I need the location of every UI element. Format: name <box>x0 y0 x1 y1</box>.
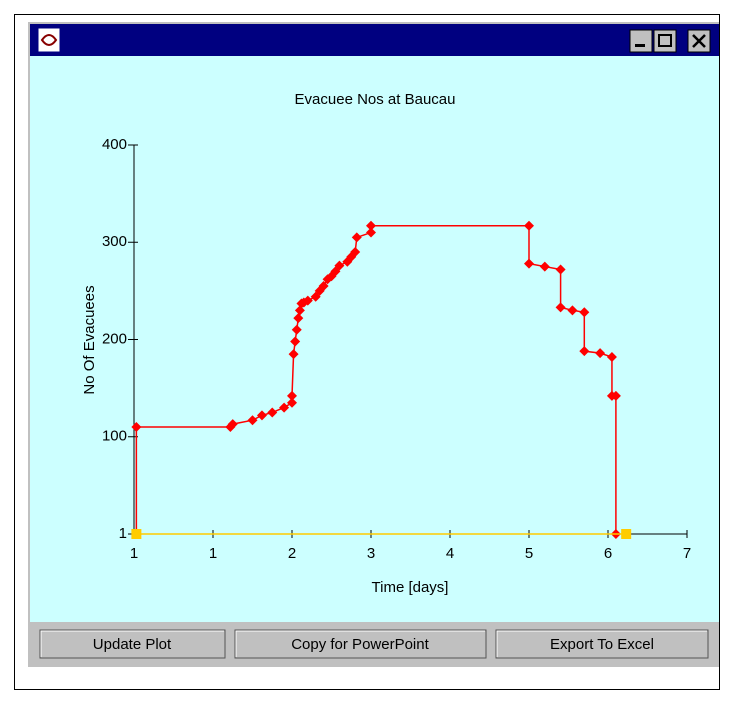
x-tick-label: 2 <box>288 545 296 562</box>
marker <box>287 397 297 408</box>
marker <box>579 346 590 357</box>
maximize-button[interactable] <box>653 29 677 53</box>
app-icon <box>37 27 61 53</box>
marker <box>579 307 590 318</box>
button-highlight <box>235 630 485 657</box>
marker <box>288 349 299 360</box>
marker <box>555 302 566 313</box>
marker <box>567 305 578 316</box>
minimize-icon <box>635 44 645 47</box>
button[interactable]: Export To Excel <box>495 629 709 659</box>
marker <box>524 258 534 269</box>
marker <box>256 410 267 421</box>
marker <box>350 246 361 257</box>
x-tick-label: 4 <box>446 545 454 562</box>
x-tick-label: 1 <box>130 545 138 562</box>
y-tick-label: 300 <box>102 233 127 250</box>
marker <box>351 232 362 243</box>
title-bar <box>30 24 719 56</box>
x-tick-label: 6 <box>604 545 612 562</box>
marker <box>131 529 142 539</box>
marker <box>131 422 142 433</box>
button-frame[interactable] <box>39 629 226 659</box>
marker <box>610 390 621 401</box>
window-controls[interactable] <box>629 29 711 53</box>
marker <box>606 352 617 363</box>
marker <box>524 220 534 231</box>
marker <box>539 261 550 272</box>
y-axis-label: No Of Evacuees <box>81 285 98 394</box>
y-tick-label: 200 <box>102 330 127 347</box>
marker <box>621 529 632 539</box>
marker <box>267 407 278 418</box>
marker <box>334 260 345 271</box>
x-tick-label: 5 <box>525 545 533 562</box>
button[interactable]: Copy for PowerPoint <box>234 629 487 659</box>
button-label[interactable]: Export To Excel <box>550 636 654 653</box>
y-tick-label: 400 <box>102 136 127 153</box>
close-icon <box>692 34 706 48</box>
plot-panel <box>30 56 719 622</box>
x-tick-label: 1 <box>209 545 217 562</box>
button-highlight <box>40 630 224 657</box>
button-frame[interactable] <box>234 629 487 659</box>
button-highlight <box>496 630 707 657</box>
marker <box>318 281 329 292</box>
button-frame[interactable] <box>495 629 709 659</box>
button[interactable]: Update Plot <box>39 629 226 659</box>
button-label[interactable]: Copy for PowerPoint <box>291 636 429 653</box>
marker <box>293 313 304 324</box>
marker <box>287 390 297 401</box>
chart-title: Evacuee Nos at Baucau <box>295 91 456 108</box>
marker <box>294 305 305 316</box>
x-axis-label: Time [days] <box>372 579 449 596</box>
marker <box>279 402 290 413</box>
x-tick-label: 7 <box>683 545 691 562</box>
marker <box>366 227 376 238</box>
y-tick-label: 100 <box>102 428 127 445</box>
marker <box>555 264 566 275</box>
marker <box>302 295 313 306</box>
button-label[interactable]: Update Plot <box>93 636 172 653</box>
marker <box>290 336 301 347</box>
maximize-icon <box>658 34 672 47</box>
marker <box>247 415 258 426</box>
marker <box>227 419 238 430</box>
marker <box>595 348 606 359</box>
marker <box>291 324 302 335</box>
marker <box>366 220 376 231</box>
minimize-button[interactable] <box>629 29 653 53</box>
y-tick-label: 1 <box>119 525 127 542</box>
x-tick-label: 3 <box>367 545 375 562</box>
